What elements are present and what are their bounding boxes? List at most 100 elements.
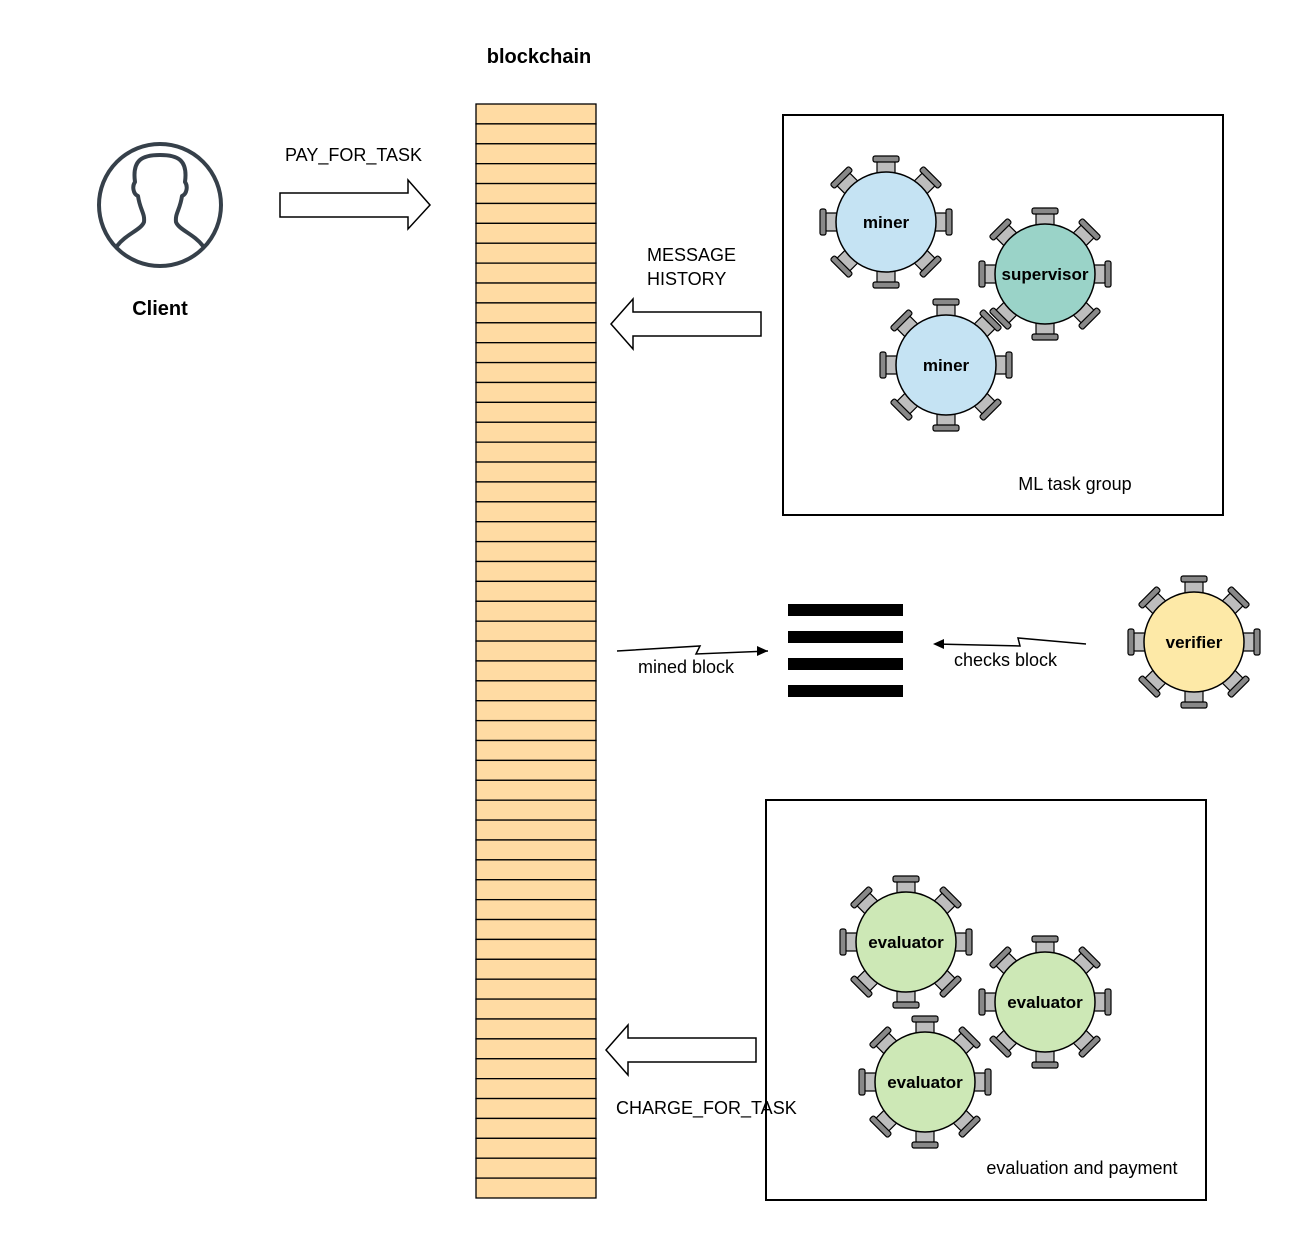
- chair-icon: [1072, 218, 1101, 247]
- chain-block: [475, 143, 597, 165]
- chair-icon: [973, 392, 1002, 421]
- chain-block: [475, 680, 597, 702]
- chain-block: [475, 918, 597, 941]
- chain-block: [475, 441, 597, 463]
- table-label: miner: [923, 356, 970, 375]
- chair-icon: [989, 218, 1018, 247]
- client-person-icon: [97, 142, 223, 268]
- chain-block: [475, 103, 597, 125]
- chain-block: [475, 1018, 597, 1040]
- stacked-bars-icon: [788, 604, 903, 697]
- pay-for-task-label: PAY_FOR_TASK: [285, 145, 422, 166]
- chain-block: [475, 521, 597, 543]
- chain-block: [475, 600, 597, 622]
- table-verifier: verifier: [1127, 575, 1261, 709]
- chair-icon: [989, 946, 1018, 975]
- table-evaluator: evaluator: [858, 1015, 992, 1149]
- charge-for-task-label: CHARGE_FOR_TASK: [616, 1098, 797, 1119]
- chain-block: [475, 998, 597, 1020]
- checks-block-label: checks block: [954, 650, 1058, 670]
- chain-block: [475, 242, 597, 264]
- chain-block: [475, 1038, 597, 1060]
- chair-icon: [1072, 946, 1101, 975]
- chair-icon: [913, 166, 942, 195]
- chain-block: [475, 381, 597, 404]
- chair-icon: [869, 1109, 898, 1138]
- chain-block: [475, 660, 597, 682]
- client-label: Client: [132, 298, 188, 320]
- chair-icon: [933, 969, 962, 998]
- chain-block: [475, 640, 597, 662]
- table-label: supervisor: [1002, 265, 1089, 284]
- chain-block: [475, 501, 597, 523]
- chain-block: [475, 759, 597, 781]
- message-history-arrow: [610, 297, 762, 351]
- checks-block-arrow: [934, 637, 1087, 647]
- chair-icon: [869, 1026, 898, 1055]
- chair-icon: [850, 969, 879, 998]
- table-label: evaluator: [887, 1073, 963, 1092]
- chair-icon: [933, 886, 962, 915]
- chain-block: [475, 282, 597, 304]
- chain-block: [475, 1177, 597, 1199]
- chair-icon: [1138, 586, 1167, 615]
- chain-block: [475, 322, 597, 344]
- chain-block: [475, 839, 597, 861]
- message-history-label-line1: MESSAGE: [647, 245, 736, 265]
- chain-block: [475, 819, 597, 841]
- checks-block-arrowhead: [933, 639, 944, 649]
- chain-block: [475, 580, 597, 602]
- chain-block: [475, 1058, 597, 1080]
- ml-task-group-label: ML task group: [1018, 474, 1131, 494]
- chain-block: [475, 978, 597, 1000]
- chain-block: [475, 461, 597, 483]
- table-miner: miner: [879, 298, 1013, 432]
- chain-block: [475, 1117, 597, 1139]
- chair-icon: [989, 1029, 1018, 1058]
- chain-block: [475, 481, 597, 503]
- table-label: evaluator: [868, 933, 944, 952]
- chain-block: [475, 700, 597, 722]
- mined-block-arrowhead: [757, 646, 768, 656]
- chain-block: [475, 1097, 597, 1120]
- chain-block: [475, 262, 597, 284]
- table-label: evaluator: [1007, 993, 1083, 1012]
- evaluation-payment-box: [765, 799, 1207, 1201]
- table-label: miner: [863, 213, 910, 232]
- chain-block: [475, 560, 597, 583]
- chain-block: [475, 719, 597, 742]
- message-history-label-line2: HISTORY: [647, 269, 726, 289]
- table-evaluator: evaluator: [978, 935, 1112, 1069]
- chain-block: [475, 163, 597, 185]
- chain-block: [475, 1137, 597, 1159]
- chain-block: [475, 898, 597, 921]
- chain-block: [475, 879, 597, 901]
- blockchain-column: [475, 103, 597, 1199]
- table-label: verifier: [1166, 633, 1223, 652]
- table-miner: miner: [819, 155, 953, 289]
- ml-task-group-box: [782, 114, 1224, 516]
- chain-block: [475, 938, 597, 960]
- chain-block: [475, 182, 597, 205]
- chair-icon: [1072, 1029, 1101, 1058]
- mined-block-label: mined block: [638, 657, 735, 677]
- chain-block: [475, 302, 597, 324]
- chain-block: [475, 739, 597, 762]
- table-evaluator: evaluator: [839, 875, 973, 1009]
- chain-block: [475, 620, 597, 642]
- chair-icon: [989, 301, 1018, 330]
- pay-for-task-arrow: [279, 178, 432, 231]
- blockchain-title: blockchain: [487, 46, 591, 68]
- node-tables: miner supervisor miner verifier evaluator eva…: [819, 155, 1261, 1149]
- chain-block: [475, 342, 597, 364]
- chain-block: [475, 1078, 597, 1100]
- evaluation-payment-label: evaluation and payment: [986, 1158, 1177, 1178]
- chain-block: [475, 779, 597, 801]
- chain-block: [475, 540, 597, 563]
- chain-block: [475, 202, 597, 224]
- chair-icon: [850, 886, 879, 915]
- chain-block: [475, 859, 597, 881]
- chair-icon: [1221, 669, 1250, 698]
- chain-block: [475, 799, 597, 821]
